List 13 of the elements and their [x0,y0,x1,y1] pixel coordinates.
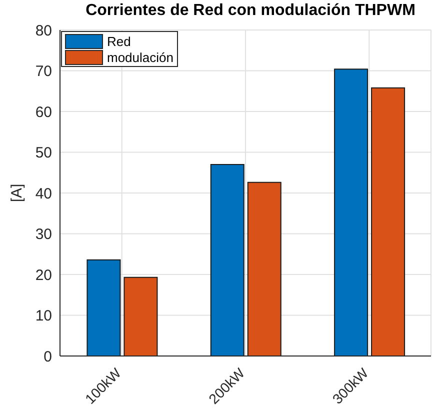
chart-title: Corrientes de Red con modulación THPWM [84,2,416,20]
y-tick-label: 20 [35,266,52,284]
legend-label: Red [107,34,131,48]
y-tick-label: 70 [35,63,52,80]
y-tick-label: 50 [35,144,52,162]
legend-label: modulación [107,50,174,64]
y-tick-label: 0 [44,348,52,366]
y-tick-label: 10 [35,308,52,325]
y-axis-title: [A] [8,184,26,202]
y-tick-label: 40 [35,185,52,202]
y-tick-label: 80 [35,22,52,40]
y-tick-label: 60 [35,104,52,121]
y-tick-label: 30 [35,226,52,244]
